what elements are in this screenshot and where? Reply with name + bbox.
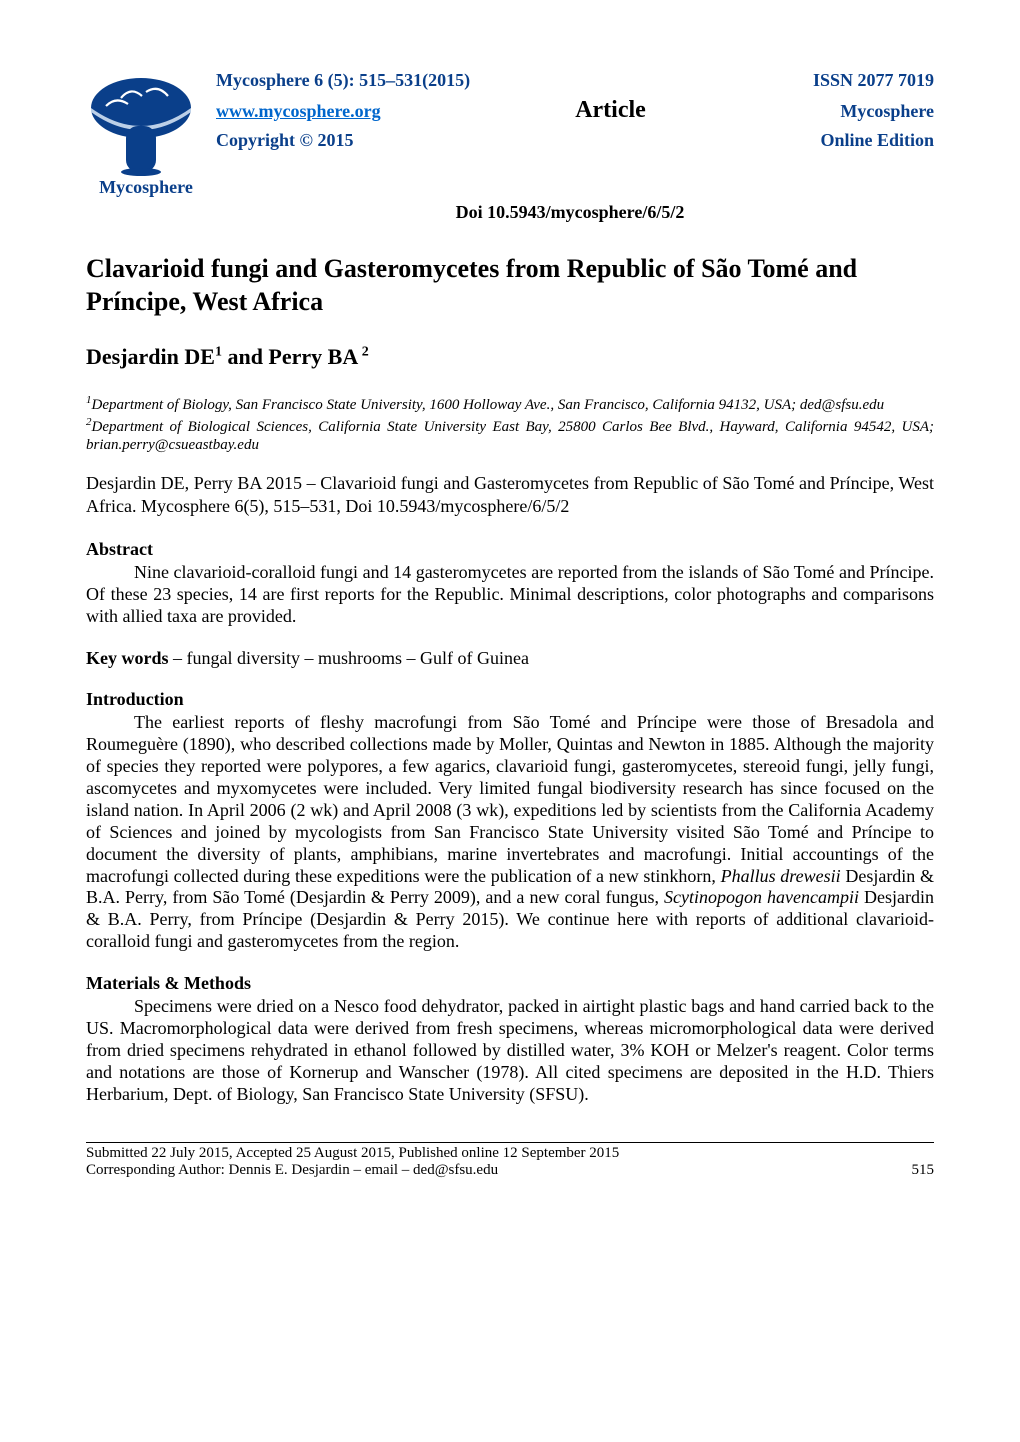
- page-container: Mycosphere Mycosphere 6 (5): 515–531(201…: [0, 0, 1020, 1229]
- abstract-text: Nine clavarioid-coralloid fungi and 14 g…: [86, 562, 934, 628]
- online-edition-label: Online Edition: [820, 130, 934, 151]
- header-line-2: www.mycosphere.org Article Mycosphere: [216, 97, 934, 124]
- journal-name-right: Mycosphere: [840, 101, 934, 122]
- introduction-body: The earliest reports of fleshy macrofung…: [86, 712, 934, 952]
- authors-line: Desjardin DE1 and Perry BA 2: [86, 344, 934, 370]
- issn: ISSN 2077 7019: [813, 70, 934, 91]
- header-line-3: Copyright © 2015 Online Edition: [216, 130, 934, 151]
- affiliation-2: 2Department of Biological Sciences, Cali…: [86, 416, 934, 454]
- journal-website-link[interactable]: www.mycosphere.org: [216, 101, 381, 122]
- article-label: Article: [575, 97, 646, 124]
- corresponding-author: Corresponding Author: Dennis E. Desjardi…: [86, 1162, 498, 1179]
- journal-logo-block: Mycosphere: [86, 66, 206, 198]
- article-title: Clavarioid fungi and Gasteromycetes from…: [86, 253, 934, 318]
- logo-wordmark: Mycosphere: [86, 177, 206, 198]
- affiliation-1: 1Department of Biology, San Francisco St…: [86, 394, 934, 414]
- methods-body: Specimens were dried on a Nesco food deh…: [86, 996, 934, 1104]
- header-text-block: Mycosphere 6 (5): 515–531(2015) ISSN 207…: [216, 66, 934, 151]
- page-number: 515: [912, 1162, 935, 1179]
- abstract-heading: Abstract: [86, 539, 934, 560]
- copyright-text: Copyright © 2015: [216, 130, 353, 151]
- header-line-1: Mycosphere 6 (5): 515–531(2015) ISSN 207…: [216, 70, 934, 91]
- mushroom-icon: [86, 66, 196, 176]
- self-citation: Desjardin DE, Perry BA 2015 – Clavarioid…: [86, 472, 934, 517]
- submission-dates: Submitted 22 July 2015, Accepted 25 Augu…: [86, 1145, 619, 1162]
- footer-line-1: Submitted 22 July 2015, Accepted 25 Augu…: [86, 1145, 934, 1162]
- introduction-heading: Introduction: [86, 689, 934, 710]
- keywords-text: – fungal diversity – mushrooms – Gulf of…: [169, 648, 529, 668]
- abstract-body: Nine clavarioid-coralloid fungi and 14 g…: [86, 562, 934, 626]
- issue-reference: Mycosphere 6 (5): 515–531(2015): [216, 70, 470, 91]
- introduction-text: The earliest reports of fleshy macrofung…: [86, 712, 934, 953]
- keywords-label: Key words: [86, 648, 169, 668]
- methods-text: Specimens were dried on a Nesco food deh…: [86, 996, 934, 1106]
- journal-header: Mycosphere Mycosphere 6 (5): 515–531(201…: [86, 66, 934, 198]
- keywords-line: Key words – fungal diversity – mushrooms…: [86, 648, 934, 669]
- doi-text: Doi 10.5943/mycosphere/6/5/2: [206, 202, 934, 223]
- footer-line-2: Corresponding Author: Dennis E. Desjardi…: [86, 1162, 934, 1179]
- footer-divider: [86, 1142, 934, 1143]
- methods-heading: Materials & Methods: [86, 973, 934, 994]
